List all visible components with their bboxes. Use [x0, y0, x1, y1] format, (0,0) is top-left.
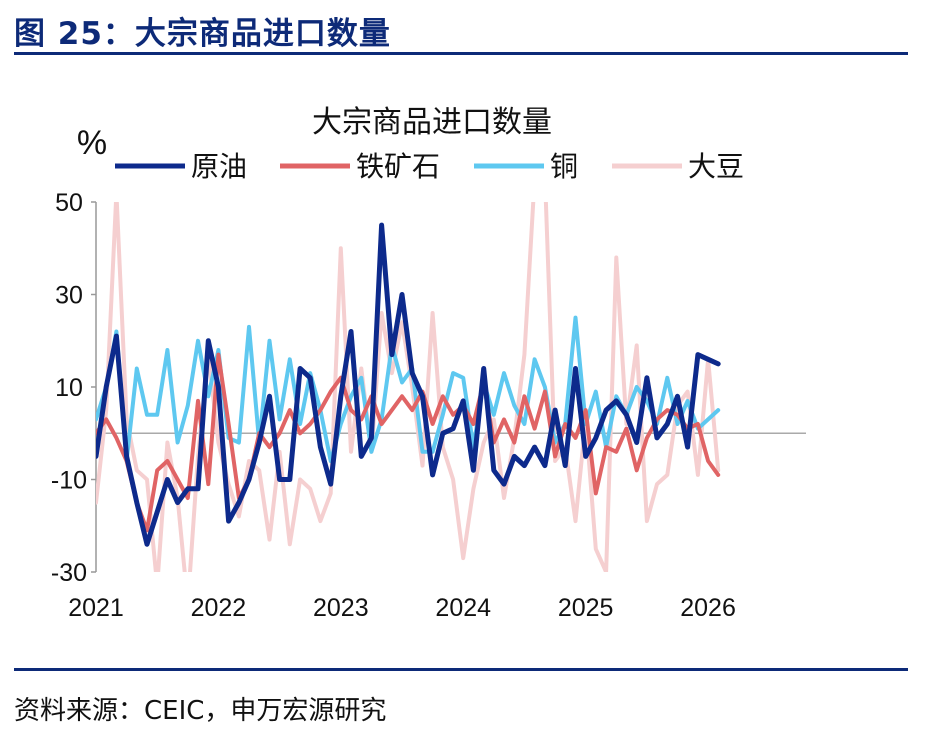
x-tick-label: 2026 — [680, 594, 736, 622]
legend-item: 铜 — [474, 151, 578, 182]
legend-item: 原油 — [115, 151, 247, 182]
legend-label: 大豆 — [688, 151, 744, 182]
plot-area — [96, 202, 721, 572]
y-tick-label: 50 — [55, 189, 83, 217]
x-tick-label: 2023 — [313, 594, 369, 622]
legend-item: 铁矿石 — [280, 151, 440, 182]
legend-item: 大豆 — [612, 151, 744, 182]
legend-label: 铜 — [550, 151, 578, 182]
chart-title: 大宗商品进口数量 — [312, 106, 552, 139]
legend-label: 铁矿石 — [356, 151, 440, 182]
y-tick-label: 10 — [55, 374, 83, 402]
source-note: 资料来源：CEIC，申万宏源研究 — [14, 696, 387, 726]
x-tick-label: 2022 — [191, 594, 247, 622]
x-tick-label: 2025 — [558, 594, 614, 622]
series-line-2 — [96, 352, 721, 533]
y-tick-label: 30 — [55, 282, 83, 310]
series-line-1 — [96, 222, 721, 547]
chart-axes: 50 30 10 -10 -30 2021 2022 2023 2024 2025 2026 — [51, 189, 806, 622]
figure-title: 图 25：大宗商品进口数量 — [14, 16, 391, 52]
legend-label: 原油 — [191, 151, 247, 182]
chart-legend: 原油 铁矿石 铜 大豆 — [115, 151, 744, 182]
bottom-divider — [14, 668, 908, 671]
y-axis-unit-label: % — [77, 124, 107, 162]
x-tick-label: 2024 — [435, 594, 491, 622]
line-chart: 大宗商品进口数量 % 原油 铁矿石 铜 大豆 50 30 10 -10 -30 2021 2022… — [51, 106, 806, 622]
x-tick-label: 2021 — [68, 594, 124, 622]
y-tick-label: -30 — [51, 559, 87, 587]
y-tick-label: -10 — [51, 467, 87, 495]
top-divider — [14, 52, 908, 55]
